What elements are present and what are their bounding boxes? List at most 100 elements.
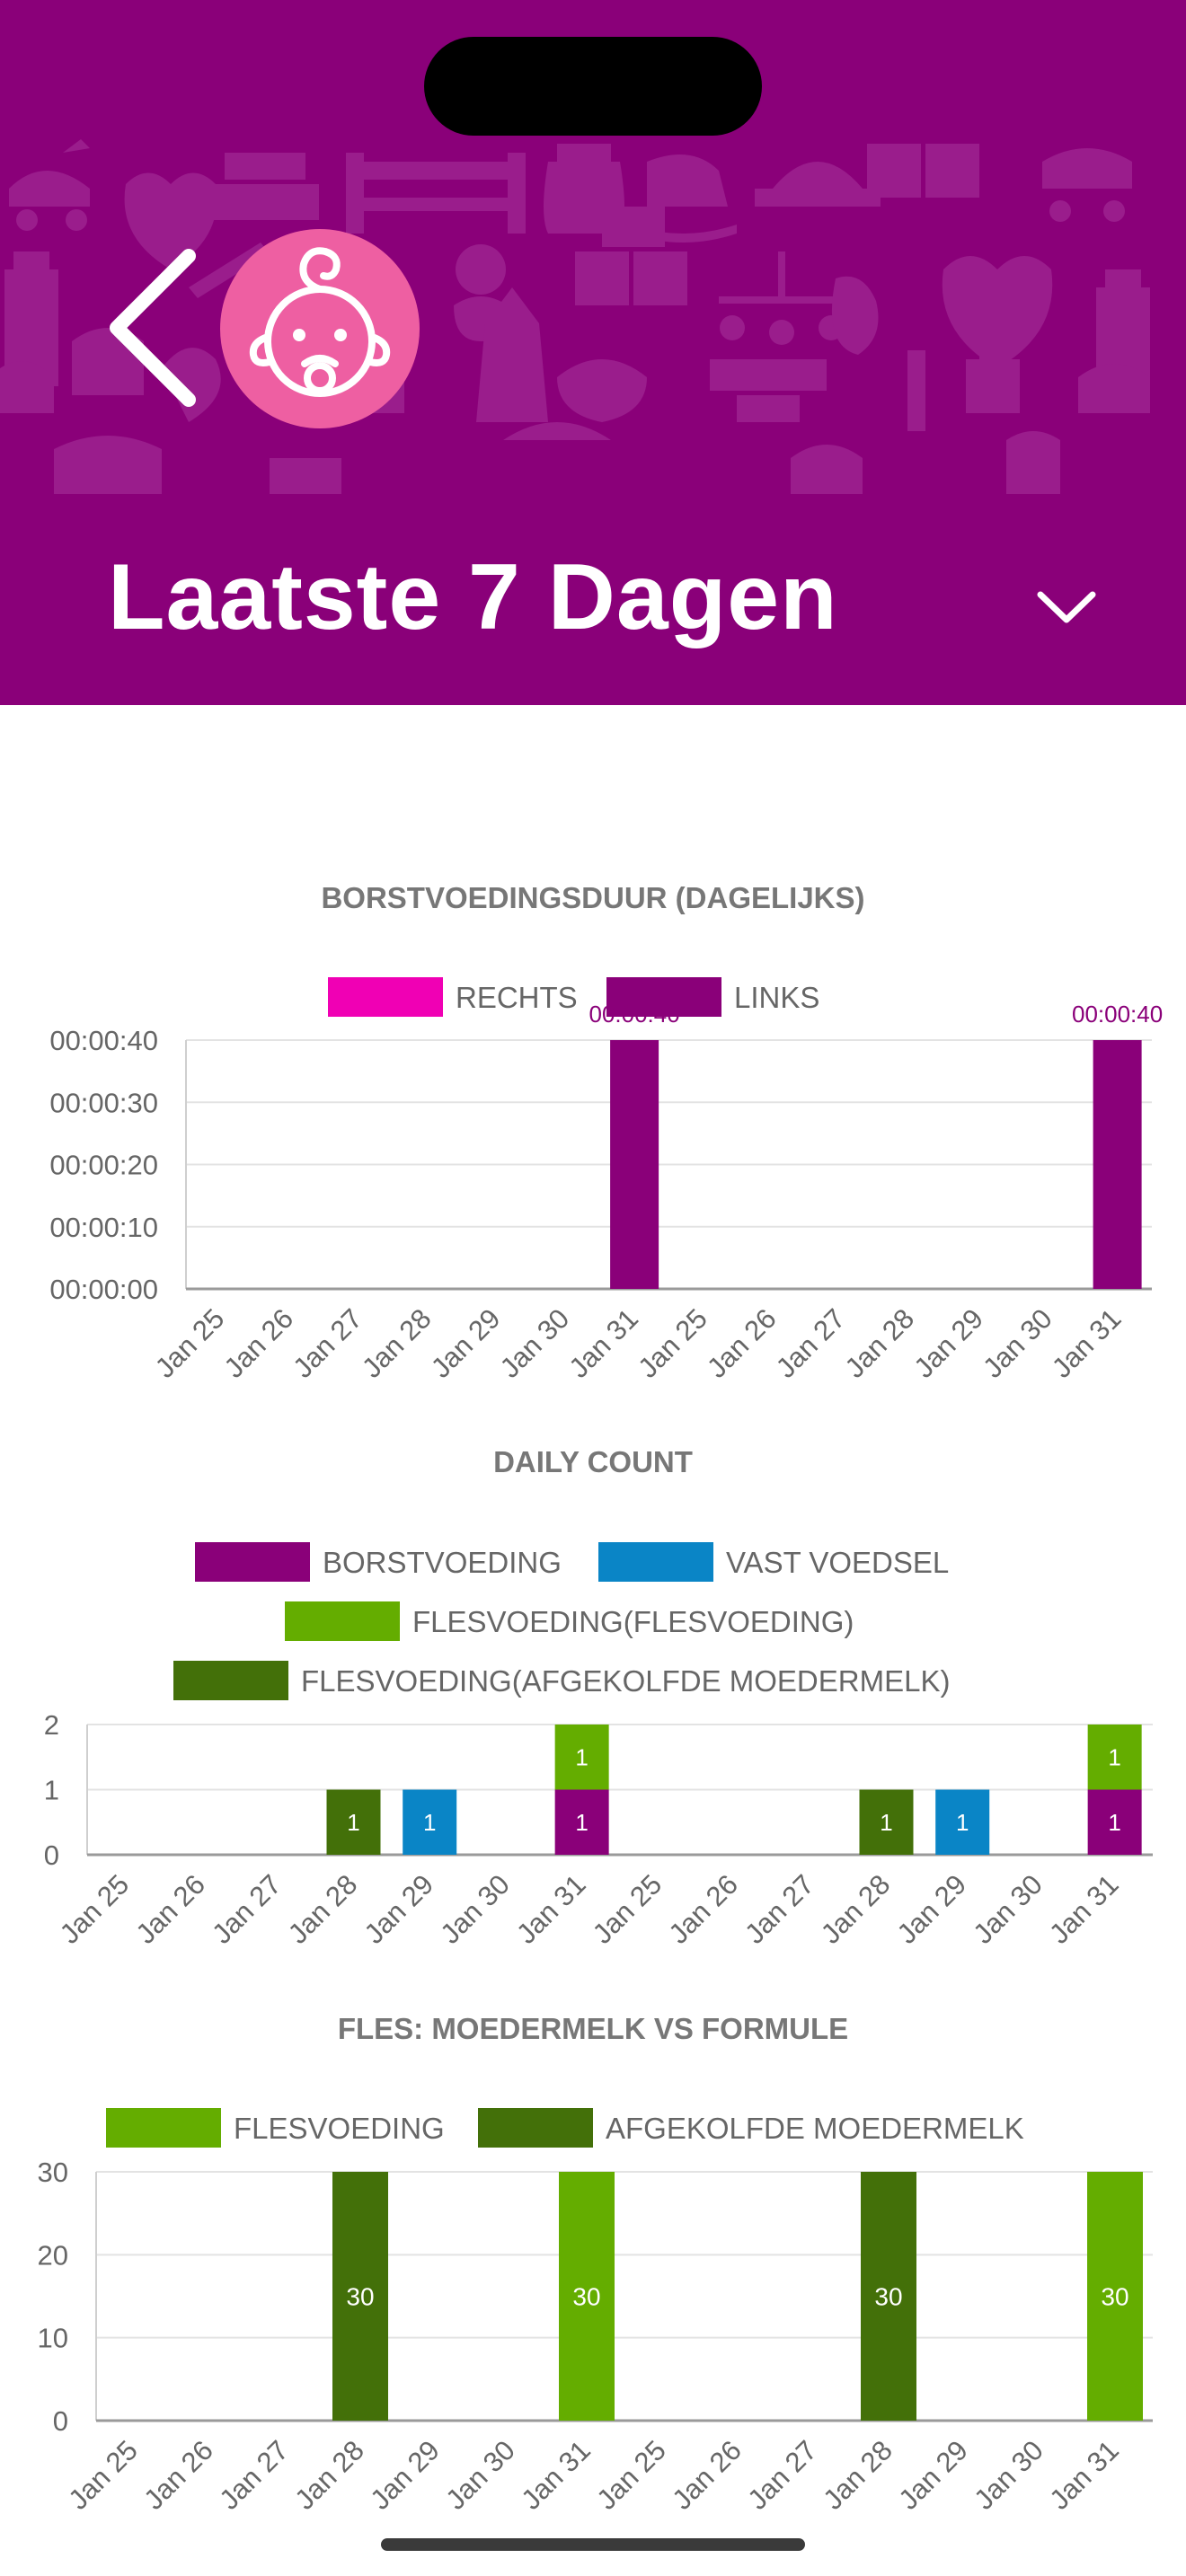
x-tick-label: Jan 30	[967, 1868, 1049, 1950]
chevron-down-icon[interactable]	[1024, 575, 1110, 638]
y-tick-label: 20	[38, 2239, 68, 2271]
legend-flesvoeding-label: FLESVOEDING	[234, 2112, 445, 2145]
x-tick-label: Jan 27	[770, 1302, 852, 1384]
legend-item-label: FLESVOEDING(FLESVOEDING)	[412, 1605, 854, 1638]
x-tick-label: Jan 25	[587, 1868, 668, 1950]
data-label: 1	[575, 1809, 588, 1836]
y-tick-label: 00:00:00	[49, 1274, 158, 1305]
y-tick-label: 00:00:40	[49, 1025, 158, 1056]
chart-bottle-milk-vs-formula: FLES: MOEDERMELK VS FORMULE FLESVOEDING AF…	[38, 2012, 1153, 2516]
legend-afgekolfde-moedermelk-swatch	[478, 2108, 593, 2148]
data-label: 30	[1101, 2283, 1128, 2311]
data-label: 1	[347, 1809, 359, 1836]
data-label: 30	[874, 2283, 902, 2311]
y-tick-label: 0	[44, 1839, 59, 1871]
x-tick-label: Jan 27	[739, 1868, 820, 1950]
x-tick-label: Jan 31	[515, 2434, 597, 2516]
y-tick-label: 2	[44, 1709, 59, 1741]
x-tick-label: Jan 26	[662, 1868, 744, 1950]
y-tick-label: 1	[44, 1775, 59, 1806]
x-tick-label: Jan 30	[977, 1302, 1058, 1384]
legend-flesvoeding-swatch	[106, 2108, 221, 2148]
x-tick-label: Jan 28	[356, 1302, 438, 1384]
bar-segment	[554, 1789, 609, 1855]
bar	[1087, 2172, 1143, 2421]
bar-segment	[326, 1789, 381, 1855]
legend-rechts-swatch	[328, 977, 443, 1017]
bar-segment	[935, 1789, 990, 1855]
x-tick-label: Jan 31	[562, 1302, 644, 1384]
chart-title: BORSTVOEDINGSDUUR (DAGELIJKS)	[321, 881, 864, 914]
home-indicator[interactable]	[381, 2538, 805, 2551]
x-tick-label: Jan 26	[129, 1868, 211, 1950]
data-label: 00:00:40	[1072, 1001, 1163, 1028]
x-tick-label: Jan 25	[62, 2434, 144, 2516]
x-tick-label: Jan 27	[213, 2434, 295, 2516]
app-header: Laatste 7 Dagen	[0, 0, 1186, 705]
baby-face-icon	[249, 247, 391, 397]
y-tick-label: 00:00:20	[49, 1150, 158, 1181]
x-tick-label: Jan 30	[968, 2434, 1049, 2516]
bar-segment	[859, 1789, 914, 1855]
x-tick-label: Jan 25	[54, 1868, 136, 1950]
data-label: 30	[346, 2283, 374, 2311]
legend-item-swatch	[285, 1601, 400, 1641]
x-tick-label: Jan 28	[815, 1868, 897, 1950]
bar-segment	[554, 1725, 609, 1790]
data-label: 30	[572, 2283, 600, 2311]
legend-item-swatch	[173, 1661, 288, 1700]
x-tick-label: Jan 26	[701, 1302, 783, 1384]
baby-pattern-background	[0, 139, 1150, 494]
x-tick-label: Jan 31	[1043, 1868, 1125, 1950]
legend-item-swatch	[195, 1542, 310, 1582]
data-label: 1	[880, 1809, 892, 1836]
x-tick-label: Jan 28	[817, 2434, 898, 2516]
y-tick-label: 10	[38, 2323, 68, 2354]
back-chevron-icon[interactable]	[99, 243, 216, 413]
x-tick-label: Jan 27	[741, 2434, 823, 2516]
y-tick-label: 30	[38, 2157, 68, 2188]
x-tick-label: Jan 28	[282, 1868, 364, 1950]
legend-item-label: BORSTVOEDING	[323, 1546, 562, 1579]
x-tick-label: Jan 31	[1046, 1302, 1128, 1384]
x-tick-label: Jan 31	[510, 1868, 592, 1950]
x-tick-label: Jan 25	[632, 1302, 713, 1384]
legend-afgekolfde-moedermelk-label: AFGEKOLFDE MOEDERMELK	[606, 2112, 1024, 2145]
x-tick-label: Jan 29	[891, 1868, 973, 1950]
x-tick-label: Jan 30	[434, 1868, 516, 1950]
baby-avatar[interactable]	[220, 229, 420, 428]
chart-title: FLES: MOEDERMELK VS FORMULE	[338, 2012, 848, 2045]
legend-links-label: LINKS	[734, 981, 819, 1014]
x-tick-label: Jan 30	[439, 2434, 521, 2516]
x-tick-label: Jan 26	[137, 2434, 219, 2516]
data-label: 00:00:40	[589, 1001, 679, 1028]
bar	[559, 2172, 615, 2421]
x-tick-label: Jan 28	[288, 2434, 370, 2516]
legend-links-swatch	[606, 977, 721, 1017]
x-tick-label: Jan 29	[892, 2434, 974, 2516]
x-tick-label: Jan 29	[425, 1302, 507, 1384]
x-tick-label: Jan 27	[287, 1302, 368, 1384]
x-tick-label: Jan 29	[358, 1868, 440, 1950]
x-tick-label: Jan 28	[839, 1302, 921, 1384]
data-label: 1	[423, 1809, 436, 1836]
x-tick-label: Jan 26	[666, 2434, 748, 2516]
y-tick-label: 00:00:30	[49, 1087, 158, 1118]
bar-segment	[1087, 1789, 1142, 1855]
bar-links	[610, 1040, 659, 1289]
x-tick-label: Jan 25	[149, 1302, 231, 1384]
legend-item-label: VAST VOEDSEL	[726, 1546, 949, 1579]
legend-item-label: FLESVOEDING(AFGEKOLFDE MOEDERMELK)	[301, 1664, 950, 1698]
y-tick-label: 00:00:10	[49, 1212, 158, 1243]
y-tick-label: 0	[53, 2405, 68, 2437]
bar	[332, 2172, 388, 2421]
bar	[861, 2172, 916, 2421]
x-tick-label: Jan 27	[206, 1868, 288, 1950]
data-label: 1	[575, 1743, 588, 1770]
x-tick-label: Jan 25	[590, 2434, 672, 2516]
x-tick-label: Jan 29	[907, 1302, 989, 1384]
bar-segment	[403, 1789, 457, 1855]
x-tick-label: Jan 31	[1043, 2434, 1125, 2516]
x-tick-label: Jan 26	[218, 1302, 300, 1384]
camera-notch	[424, 37, 762, 136]
